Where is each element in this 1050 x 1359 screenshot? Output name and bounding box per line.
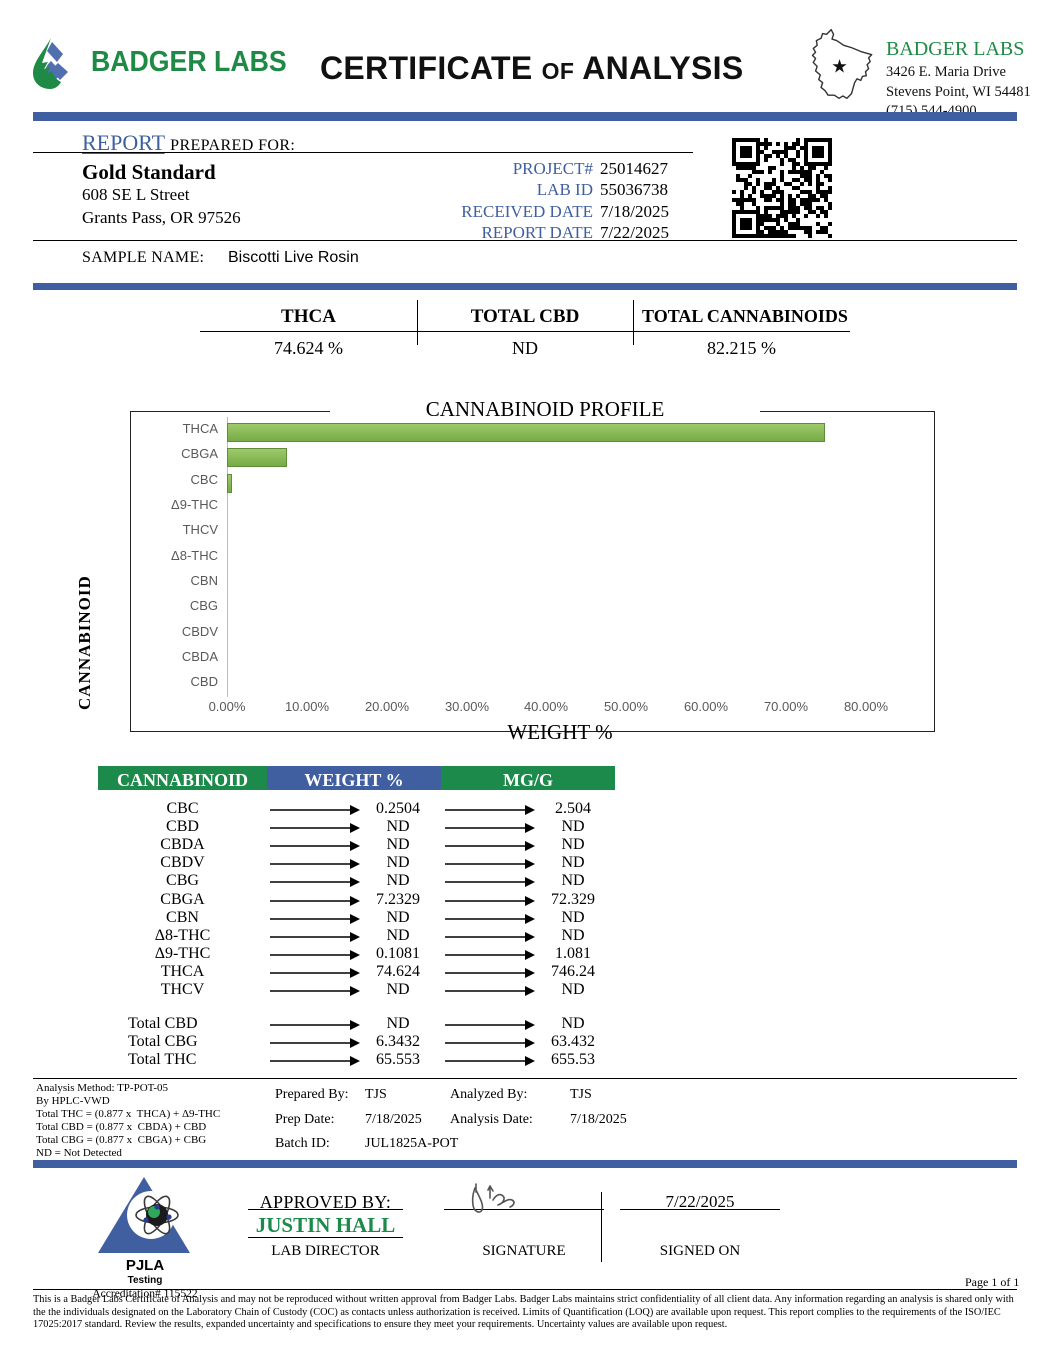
svg-text:★: ★ [831,57,848,78]
